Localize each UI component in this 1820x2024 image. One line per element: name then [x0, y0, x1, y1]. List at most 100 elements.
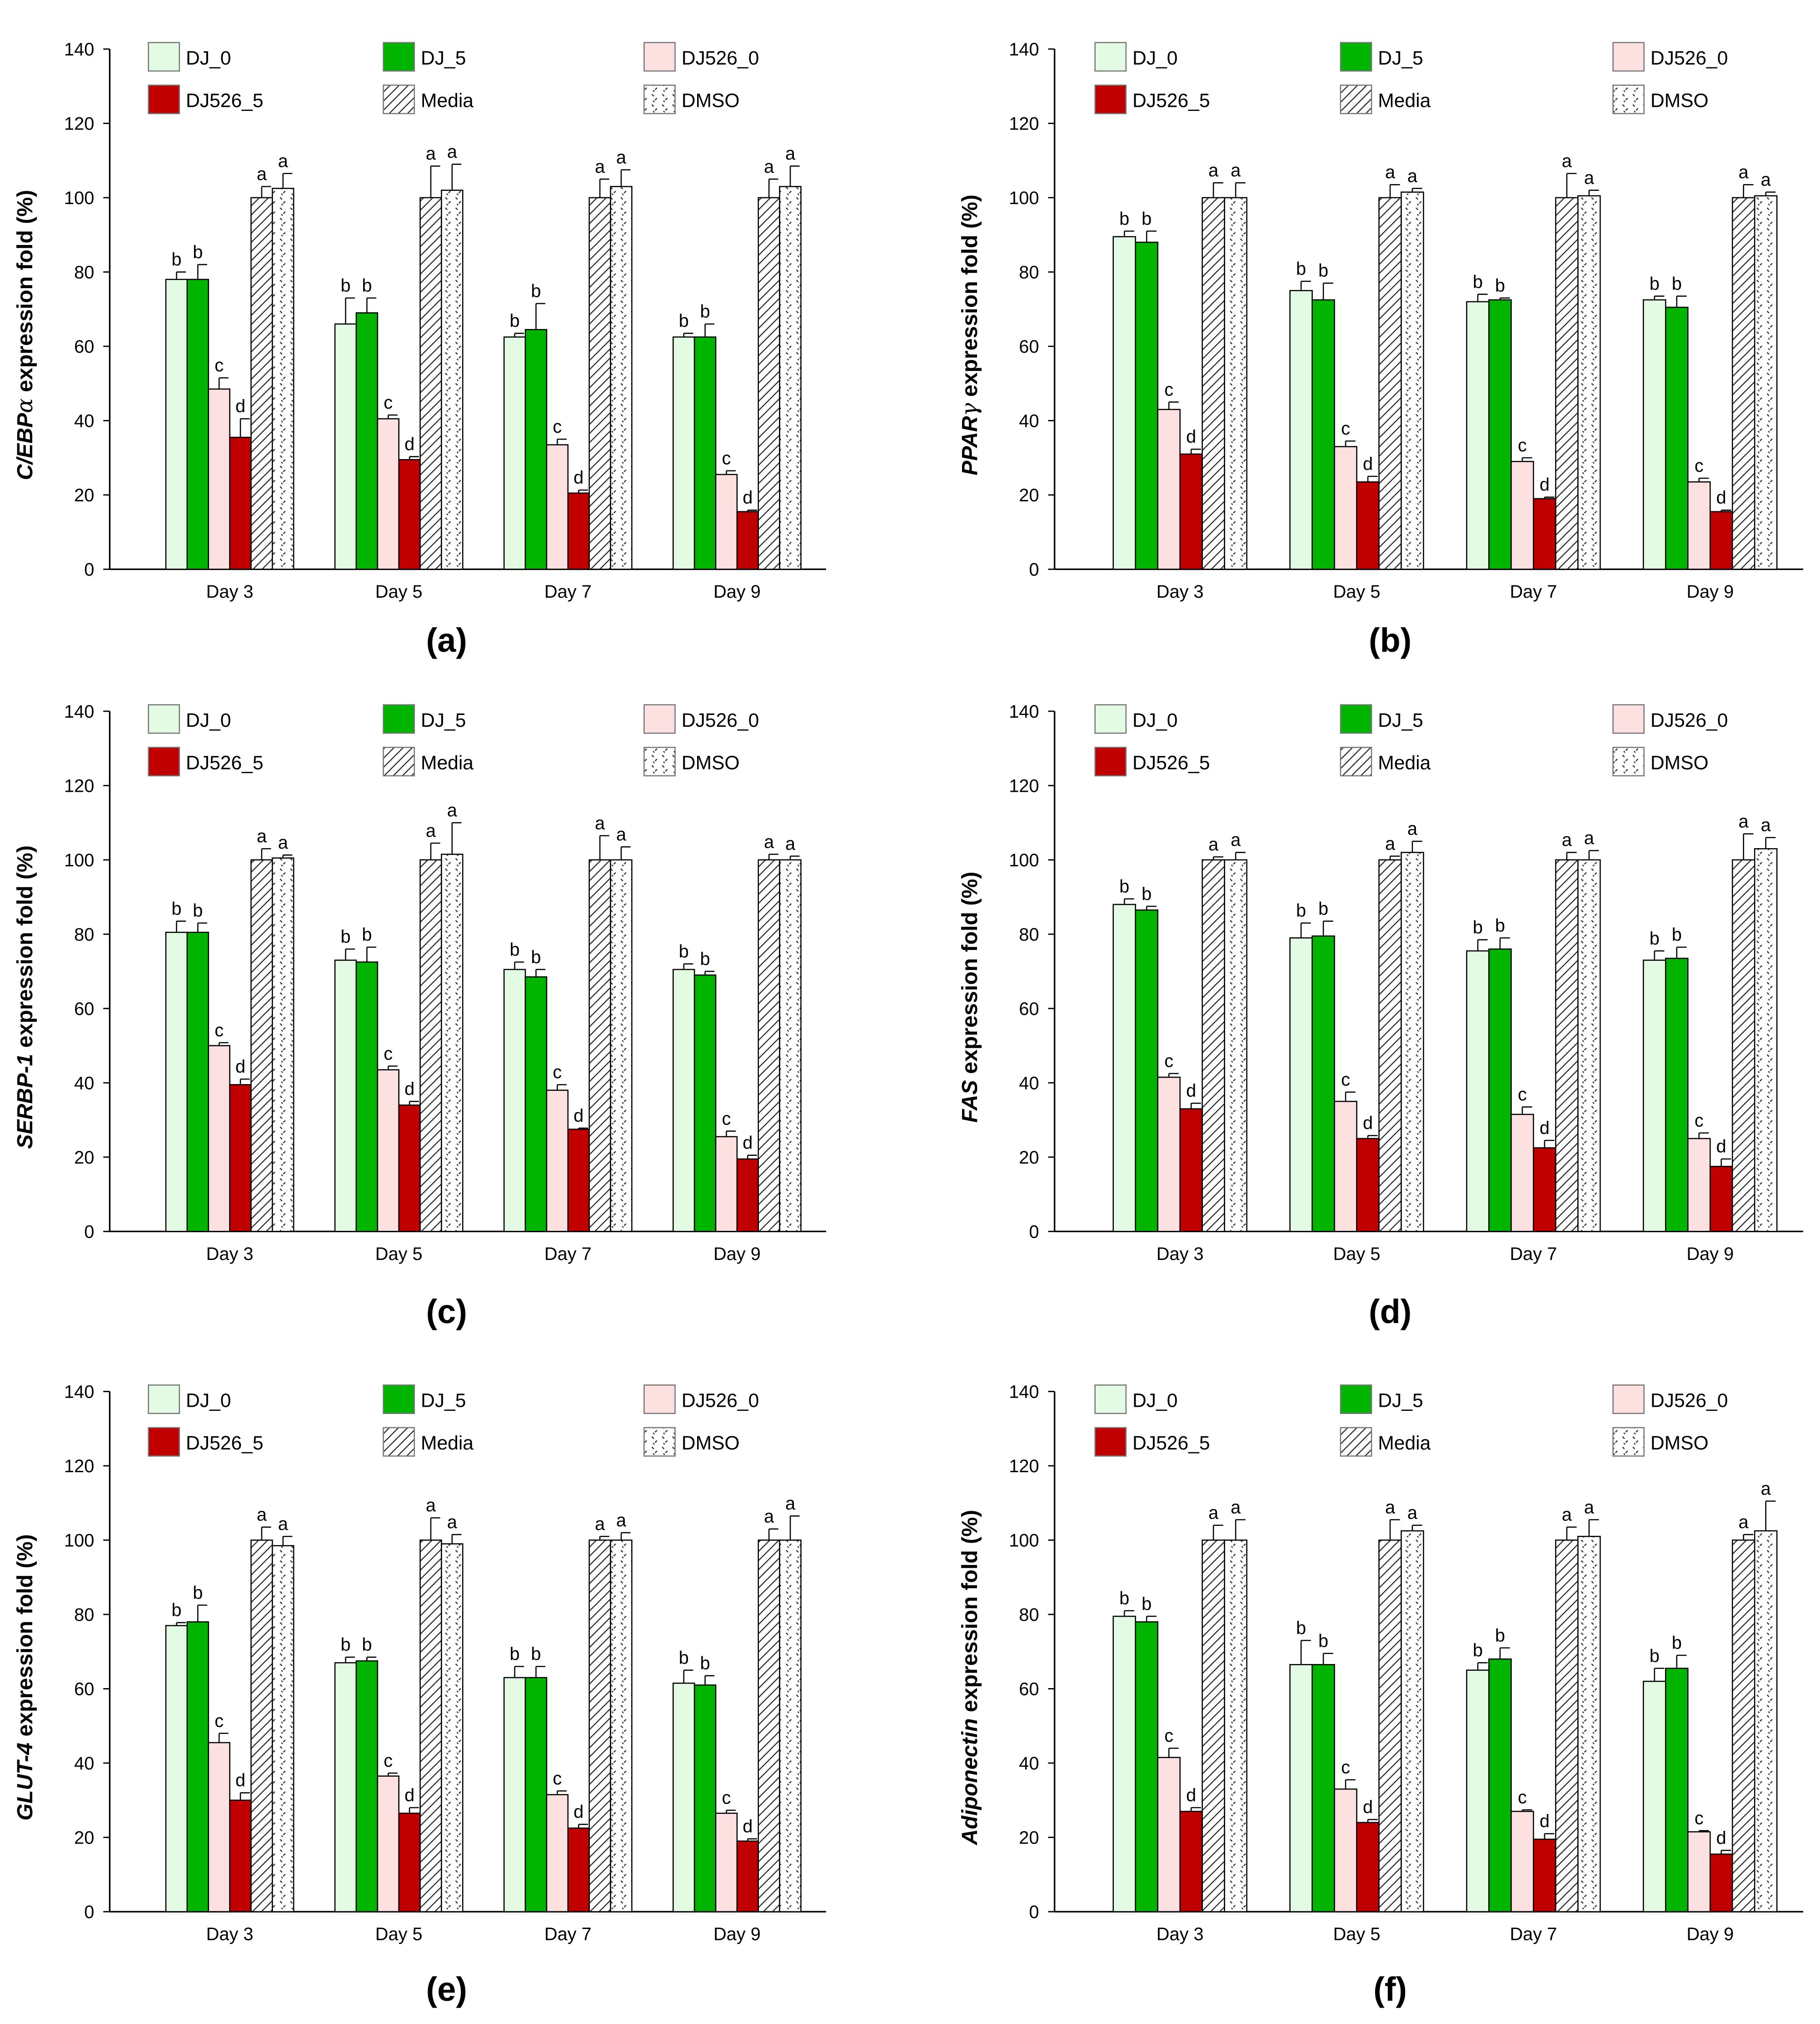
bar-DJ526_5: [736, 1840, 759, 1913]
bar-DJ_0: [673, 969, 695, 1232]
bar-DJ526_0: [1334, 446, 1357, 570]
significance-letter: c: [1695, 1809, 1704, 1829]
y-tick-label: 100: [64, 850, 94, 870]
y-tick-label: 140: [64, 1382, 94, 1402]
bar-DJ_0: [165, 931, 188, 1232]
bar-DJ526_5: [398, 1104, 421, 1232]
x-tick-label: Day 7: [544, 582, 592, 602]
x-tick-label: Day 9: [1686, 1244, 1734, 1264]
bar-DJ526_0: [1157, 1757, 1181, 1913]
bar-DMSO: [441, 190, 464, 570]
bar-DJ526_0: [208, 388, 230, 570]
panel-label: (d): [1369, 1293, 1411, 1330]
bar-DMSO: [441, 854, 464, 1232]
legend-label: DMSO: [682, 90, 740, 112]
significance-letter: b: [1650, 1646, 1660, 1666]
significance-letter: c: [1164, 1726, 1173, 1746]
legend-swatch: [148, 747, 180, 777]
legend-item-DJ_0: DJ_0: [148, 704, 231, 734]
bar-DJ_5: [1488, 948, 1512, 1232]
bar-Media: [758, 1539, 780, 1913]
bar-DJ526_0: [715, 1136, 738, 1232]
legend-label: Media: [421, 1432, 474, 1454]
significance-letter: b: [1296, 1618, 1306, 1638]
significance-letter: a: [1385, 834, 1396, 854]
significance-letter: a: [1407, 819, 1418, 839]
bar-DJ526_0: [377, 418, 399, 570]
x-tick-label: Day 9: [1686, 582, 1734, 602]
bar-DJ_5: [355, 1660, 379, 1913]
bar-DJ_0: [334, 323, 357, 570]
legend-label: DJ_0: [186, 1390, 231, 1412]
legend-label: DJ526_0: [1650, 47, 1728, 69]
significance-letter: b: [510, 1644, 520, 1664]
bar-DJ_5: [524, 976, 548, 1232]
bar-DJ526_5: [398, 1813, 421, 1913]
y-tick-label: 80: [1019, 1605, 1039, 1625]
bar-DMSO: [1401, 1530, 1424, 1913]
legend-swatch: [1094, 42, 1127, 72]
bar-DMSO: [1577, 195, 1601, 570]
y-tick-label: 80: [74, 925, 94, 945]
bar-DJ526_0: [1687, 1138, 1711, 1232]
x-tick-label: Day 5: [375, 582, 423, 602]
y-tick-label: 20: [1019, 485, 1039, 505]
bar-DJ_5: [186, 1621, 209, 1913]
significance-letter: a: [595, 157, 605, 177]
significance-letter: b: [1142, 209, 1152, 229]
bar-DJ_0: [673, 336, 695, 570]
bar-DJ526_5: [736, 511, 759, 570]
legend-label: DJ526_5: [1132, 1432, 1210, 1454]
y-tick-label: 40: [74, 1754, 94, 1774]
bar-DMSO: [1754, 195, 1778, 570]
legend-label: DJ_0: [1132, 1390, 1177, 1412]
bar-DJ526_0: [1334, 1788, 1357, 1913]
significance-letter: c: [1518, 1788, 1527, 1808]
significance-letter: d: [1186, 1785, 1196, 1805]
legend-swatch: [1340, 747, 1372, 777]
significance-letter: b: [1119, 1589, 1129, 1609]
bar-DJ_5: [1311, 935, 1335, 1232]
bar-DJ526_5: [1356, 1822, 1380, 1913]
bar-Media: [1202, 197, 1225, 570]
legend-label: DJ526_5: [1132, 752, 1210, 774]
x-tick-label: Day 5: [1333, 1924, 1381, 1944]
bar-DJ526_5: [1356, 1138, 1380, 1232]
panel-c: 0 20 40 60 80 100 120 140 SERBP-1 expression fol…: [13, 702, 826, 1330]
significance-letter: b: [193, 242, 203, 262]
bar-Media: [419, 197, 442, 570]
bar-DJ_0: [1112, 904, 1137, 1232]
legend-item-Media: Media: [383, 1427, 474, 1457]
legend-item-DJ_5: DJ_5: [383, 704, 466, 734]
bar-DMSO: [1577, 1535, 1601, 1913]
y-tick-label: 40: [74, 1073, 94, 1093]
significance-letter: c: [1341, 419, 1350, 439]
bar-Media: [1555, 859, 1579, 1232]
significance-letter: a: [1407, 1503, 1418, 1523]
y-tick-label: 60: [74, 337, 94, 357]
bar-DJ526_0: [1511, 1810, 1534, 1913]
legend-swatch: [1612, 747, 1645, 777]
bar-DMSO: [1754, 848, 1778, 1232]
bar-DJ_0: [165, 279, 188, 570]
significance-letter: a: [764, 1507, 774, 1527]
significance-letter: d: [404, 435, 414, 455]
x-tick-label: Day 7: [544, 1924, 592, 1944]
legend-swatch: [643, 704, 676, 734]
bar-Media: [250, 1539, 273, 1913]
significance-letter: b: [1318, 261, 1328, 281]
bar-DMSO: [272, 857, 294, 1232]
bar-DJ526_5: [567, 492, 590, 570]
significance-letter: d: [1363, 1113, 1373, 1133]
legend-swatch: [1612, 85, 1645, 115]
bar-DJ526_5: [1709, 1165, 1733, 1232]
significance-letter: a: [764, 157, 774, 177]
bar-DJ526_5: [567, 1827, 590, 1913]
significance-letter: a: [278, 151, 289, 171]
y-tick-label: 60: [1019, 337, 1039, 357]
x-tick-label: Day 9: [713, 1244, 761, 1264]
bar-DJ526_0: [1511, 1114, 1534, 1232]
significance-letter: c: [1518, 1084, 1527, 1104]
bar-DJ_0: [503, 1677, 526, 1913]
significance-letter: a: [1231, 830, 1241, 850]
